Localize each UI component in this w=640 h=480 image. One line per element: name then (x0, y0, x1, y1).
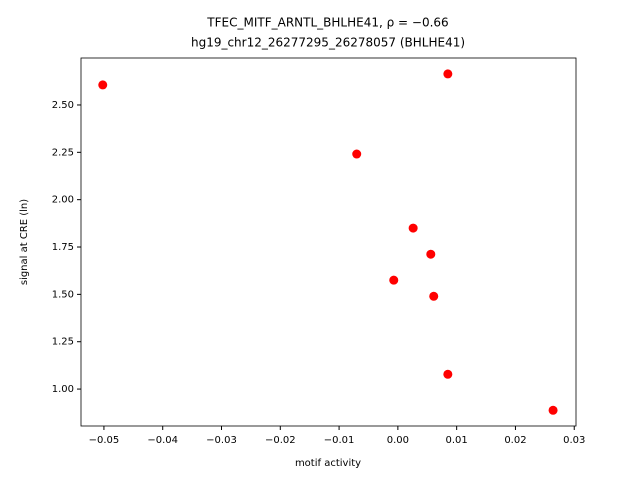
chart-subtitle: hg19_chr12_26277295_26278057 (BHLHE41) (191, 36, 465, 50)
x-axis-label: motif activity (295, 458, 361, 469)
y-tick-label: 2.50 (52, 100, 74, 111)
x-tick-label: −0.02 (265, 435, 296, 446)
y-tick-label: 1.50 (52, 289, 74, 300)
y-tick-label: 2.25 (52, 147, 74, 158)
chart-title: TFEC_MITF_ARNTL_BHLHE41, ρ = −0.66 (206, 16, 448, 30)
y-tick-label: 1.00 (52, 384, 74, 395)
y-tick-label: 1.75 (52, 242, 74, 253)
y-tick-label: 1.25 (52, 337, 74, 348)
x-tick-label: 0.02 (504, 435, 526, 446)
point (408, 223, 418, 233)
y-axis-label: signal at CRE (ln) (19, 199, 30, 285)
point (98, 80, 108, 90)
point (429, 291, 439, 301)
x-tick-label: 0.01 (446, 435, 468, 446)
point (389, 275, 399, 285)
x-tick-label: −0.05 (89, 435, 120, 446)
x-tick-label: −0.03 (206, 435, 237, 446)
x-tick-label: −0.01 (324, 435, 355, 446)
y-tick-label: 2.00 (52, 195, 74, 206)
plot-frame (80, 57, 577, 427)
x-tick-label: 0.03 (563, 435, 585, 446)
point (426, 249, 436, 259)
x-tick-label: 0.00 (387, 435, 409, 446)
x-tick-label: −0.04 (147, 435, 178, 446)
point (443, 369, 453, 379)
point (352, 149, 362, 159)
point (548, 405, 558, 415)
point (443, 69, 453, 79)
